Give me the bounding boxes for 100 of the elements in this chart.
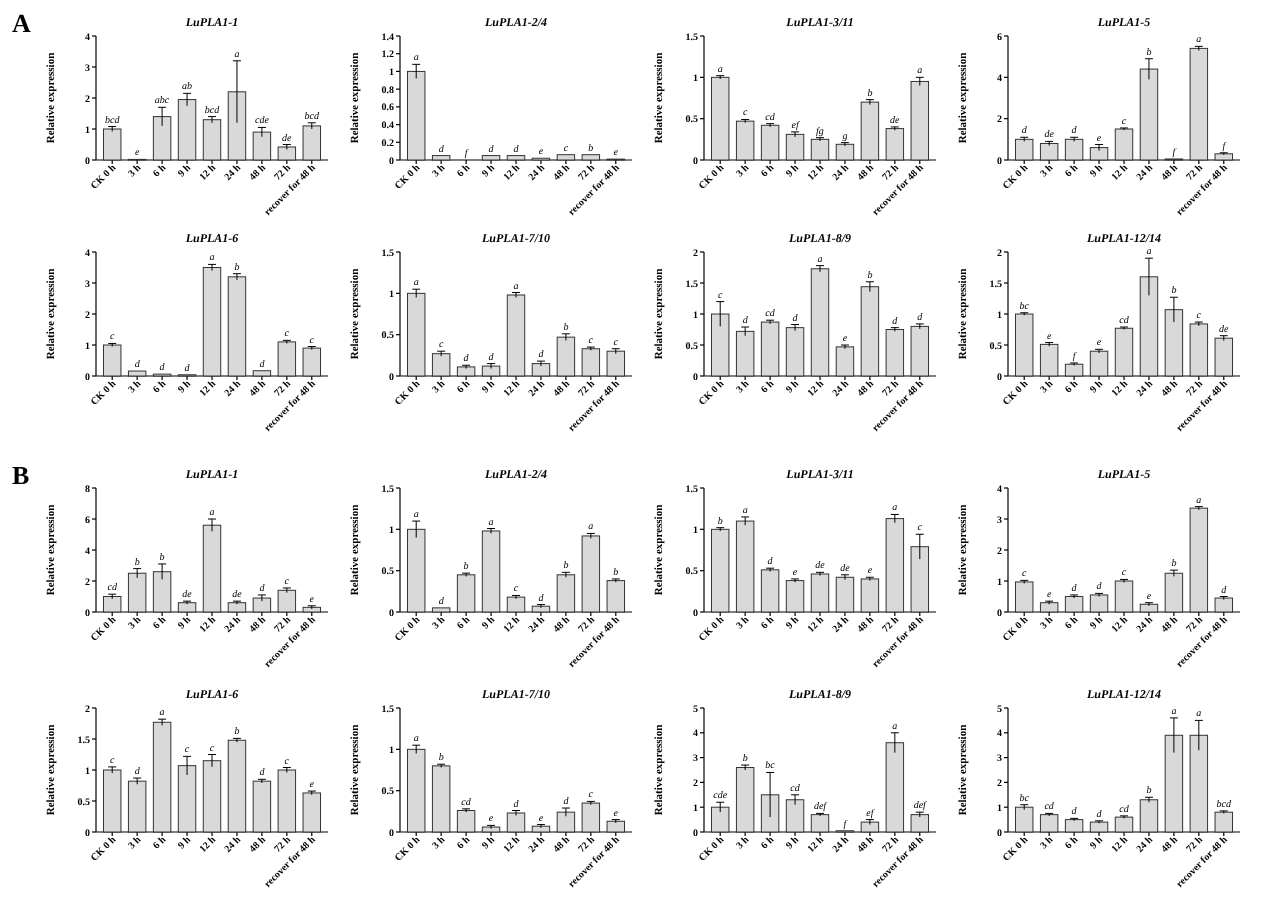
bar <box>1189 323 1209 377</box>
bar <box>406 748 426 833</box>
bar <box>1114 816 1134 833</box>
text: A <box>12 8 32 38</box>
bar <box>1039 602 1059 613</box>
bar <box>531 363 551 377</box>
bar <box>735 120 755 161</box>
bar <box>227 91 247 161</box>
bar <box>1064 138 1084 161</box>
bar <box>556 811 576 833</box>
bar <box>606 820 626 833</box>
bar <box>177 99 197 161</box>
bar <box>102 596 122 613</box>
bar <box>910 325 930 377</box>
bar <box>1139 603 1159 613</box>
bar <box>506 155 526 161</box>
bar <box>556 336 576 377</box>
bar <box>277 341 297 377</box>
bar <box>860 101 880 161</box>
bar <box>456 810 476 833</box>
bar <box>102 344 122 377</box>
bar <box>456 574 476 613</box>
bar <box>531 825 551 833</box>
bar <box>835 576 855 613</box>
bar <box>506 812 526 833</box>
bar <box>556 574 576 613</box>
bar <box>302 606 322 613</box>
bar <box>406 528 426 613</box>
bar <box>860 286 880 377</box>
bar <box>1214 153 1234 161</box>
bar <box>760 124 780 161</box>
bar <box>606 350 626 377</box>
bar <box>810 138 830 161</box>
bar <box>431 765 451 833</box>
bar <box>302 125 322 161</box>
bar <box>431 607 451 613</box>
bar <box>885 128 905 161</box>
bar <box>1139 68 1159 161</box>
bar <box>506 596 526 613</box>
bar <box>910 814 930 833</box>
bar <box>481 530 501 613</box>
bar <box>1189 507 1209 613</box>
bar <box>885 329 905 377</box>
bar <box>785 327 805 377</box>
bar <box>202 760 222 833</box>
text: B <box>12 460 30 490</box>
bar <box>252 780 272 833</box>
bar <box>202 267 222 377</box>
bar <box>152 116 172 161</box>
bar <box>277 589 297 613</box>
bar <box>835 143 855 161</box>
bar <box>1214 337 1234 377</box>
bar <box>1114 128 1134 161</box>
bar <box>556 154 576 161</box>
bar <box>277 146 297 161</box>
bar <box>102 769 122 833</box>
bar <box>252 597 272 613</box>
bar <box>1014 806 1034 833</box>
bar <box>202 119 222 161</box>
bar <box>910 80 930 161</box>
bar <box>227 276 247 377</box>
bar <box>227 602 247 613</box>
bar <box>102 128 122 161</box>
bar <box>1189 47 1209 161</box>
bar <box>481 155 501 161</box>
bar <box>277 769 297 833</box>
bar <box>606 580 626 613</box>
bar <box>1164 734 1184 833</box>
bar <box>431 155 451 161</box>
bar <box>1014 313 1034 377</box>
bar <box>810 573 830 613</box>
bar <box>1064 819 1084 833</box>
bar <box>760 794 780 833</box>
bar <box>406 70 426 161</box>
bar <box>1214 597 1234 613</box>
bar <box>227 739 247 833</box>
bar <box>406 292 426 377</box>
bar <box>1064 363 1084 377</box>
bar <box>1164 309 1184 377</box>
bar <box>735 520 755 613</box>
bar <box>252 370 272 377</box>
bar <box>152 571 172 613</box>
bar <box>1039 142 1059 161</box>
bar <box>456 366 476 377</box>
bar <box>760 569 780 613</box>
bar <box>735 330 755 377</box>
bar <box>1139 799 1159 833</box>
bar <box>885 742 905 833</box>
bar <box>302 792 322 833</box>
bar <box>1089 821 1109 833</box>
bar <box>581 154 601 161</box>
bar <box>785 580 805 613</box>
bar <box>710 528 730 613</box>
bar <box>581 535 601 613</box>
bar <box>810 268 830 377</box>
bar <box>177 765 197 833</box>
bar <box>785 799 805 833</box>
bar <box>1089 350 1109 377</box>
bar <box>1189 734 1209 833</box>
bar <box>860 578 880 613</box>
